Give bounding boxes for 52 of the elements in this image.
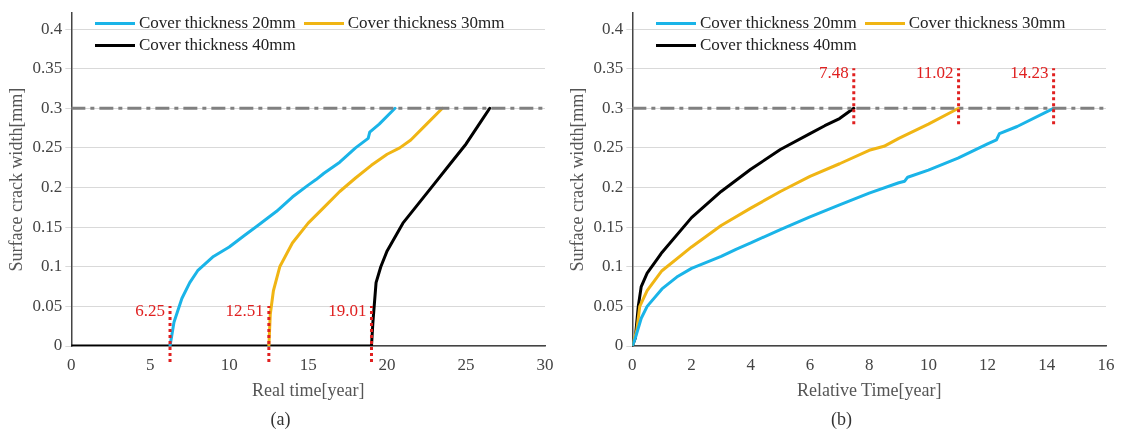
ref-line-label: 11.02 (915, 63, 954, 83)
y-tick-label: 0.4 (602, 18, 624, 38)
x-tick-label: 2 (687, 354, 696, 374)
legend-label: Cover thickness 40mm (700, 35, 857, 55)
x-tick-label: 12 (979, 354, 997, 374)
y-tick-label: 0.05 (32, 295, 63, 315)
y-tick-label: 0.4 (41, 18, 63, 38)
ref-line-label: 19.01 (328, 301, 367, 320)
legend-label: Cover thickness 20mm (700, 13, 857, 33)
x-tick-label: 15 (299, 354, 317, 374)
x-tick-label: 30 (536, 354, 554, 374)
ref-line-label: 12.51 (225, 301, 264, 320)
x-tick-label: 0 (628, 354, 637, 374)
ref-line-label: 6.25 (135, 301, 166, 320)
y-tick-label: 0.35 (593, 58, 624, 78)
legend-label: Cover thickness 40mm (139, 35, 296, 55)
y-tick-label: 0.25 (593, 137, 624, 157)
x-tick-label: 10 (220, 354, 238, 374)
y-tick-label: 0.3 (602, 97, 624, 117)
x-tick-label: 10 (919, 354, 937, 374)
y-tick-label: 0.2 (41, 176, 63, 196)
legend-label: Cover thickness 30mm (908, 13, 1066, 33)
x-tick-label: 6 (805, 354, 815, 374)
ref-line-label: 7.48 (819, 63, 849, 83)
y-tick-label: 0 (614, 335, 624, 355)
x-tick-label: 25 (457, 354, 475, 374)
x-tick-label: 0 (67, 354, 76, 374)
y-tick-label: 0.15 (593, 216, 624, 236)
legend-label: Cover thickness 20mm (139, 13, 296, 33)
x-tick-label: 20 (378, 354, 396, 374)
text: (a) (269, 409, 292, 430)
y-tick-label: 0.1 (602, 256, 624, 276)
y-tick-label: 0 (53, 335, 63, 355)
x-tick-label: 14 (1038, 354, 1056, 374)
x-tick-label: 4 (746, 354, 756, 374)
x-tick-label: 8 (864, 354, 874, 374)
y-axis-title: Surface crack width[mm] (5, 87, 26, 272)
y-tick-label: 0.25 (32, 137, 63, 157)
x-axis-title: Relative Time[year] (796, 379, 942, 400)
x-axis-title: Real time[year] (251, 379, 365, 400)
y-tick-label: 0.35 (32, 58, 63, 78)
y-tick-label: 0.2 (602, 176, 624, 196)
y-tick-label: 0.1 (41, 256, 63, 276)
y-tick-label: 0.15 (32, 216, 63, 236)
x-tick-label: 5 (146, 354, 155, 374)
x-tick-label: 16 (1097, 354, 1115, 374)
legend-label: Cover thickness 30mm (347, 13, 505, 33)
y-tick-label: 0.3 (41, 97, 63, 117)
y-tick-label: 0.05 (593, 295, 624, 315)
text: (b) (830, 409, 853, 430)
y-axis-title: Surface crack width[mm] (566, 87, 587, 272)
ref-line-label: 14.23 (1010, 63, 1049, 83)
